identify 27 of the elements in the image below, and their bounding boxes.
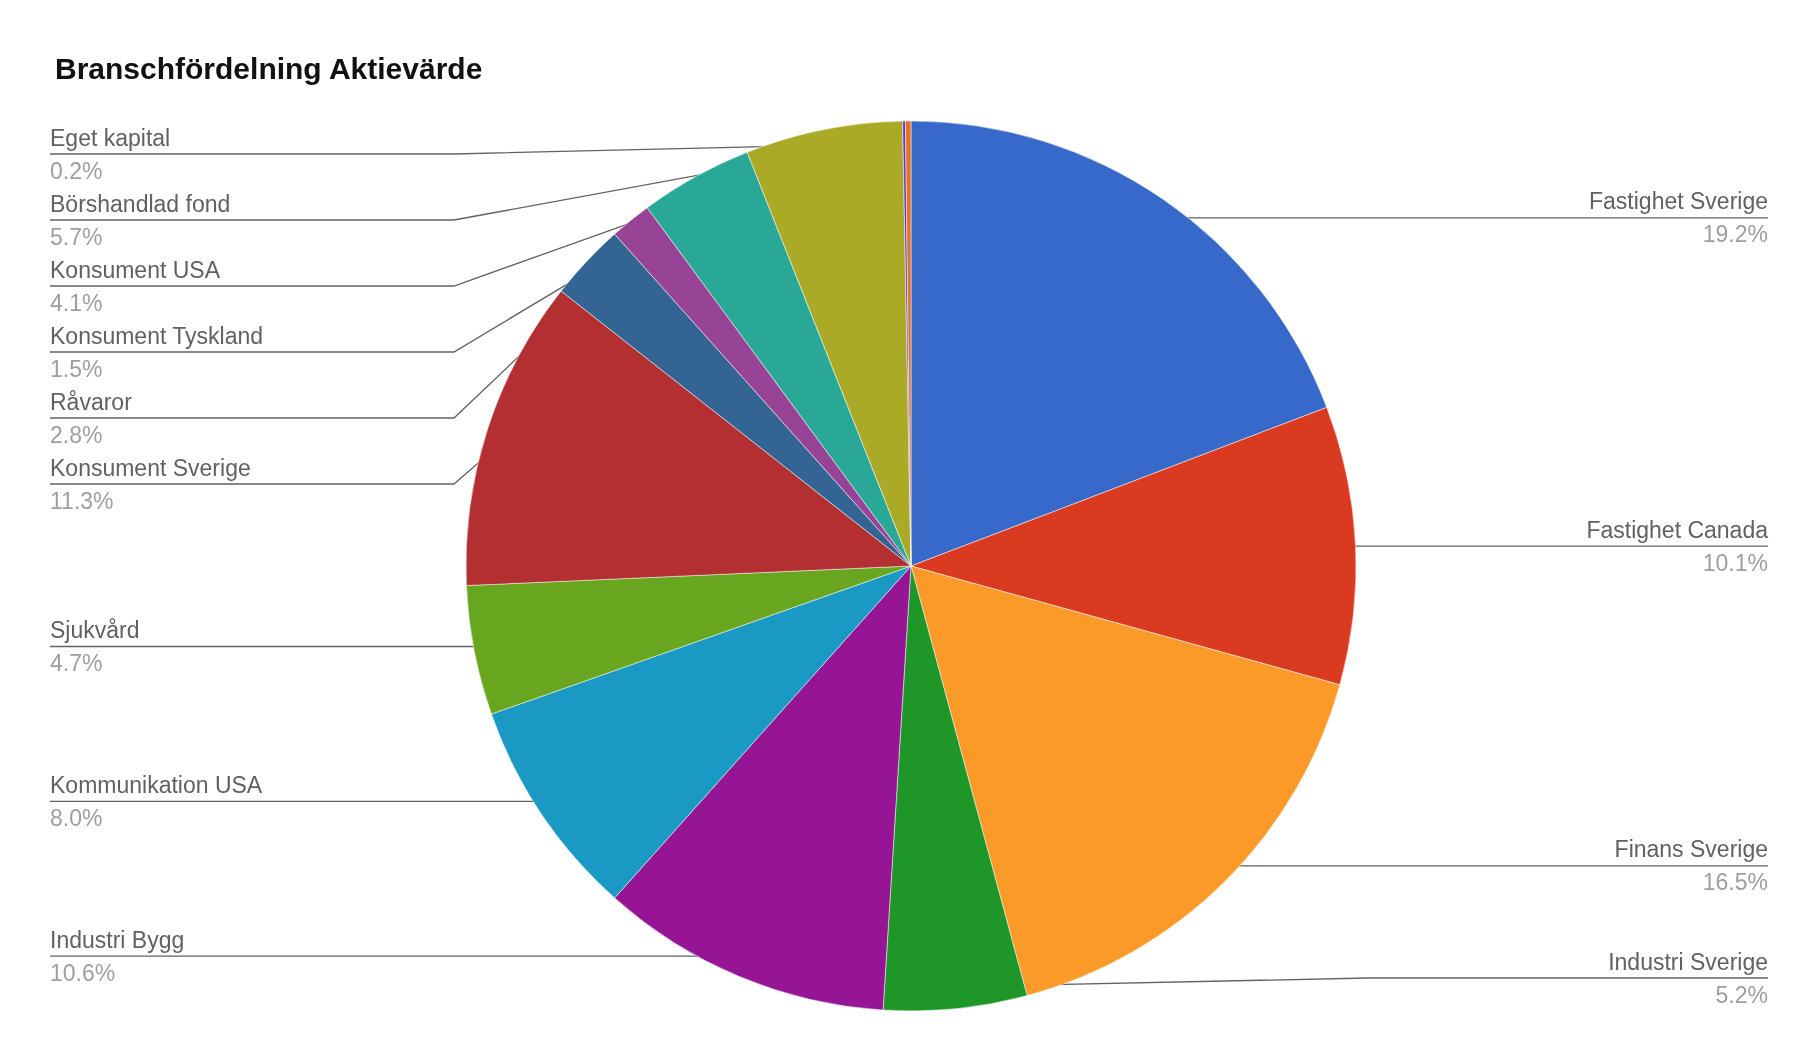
- slice-label: Fastighet Sverige: [1589, 188, 1768, 215]
- data-label: 5.2%: [1715, 981, 1768, 1008]
- data-label: 19.2%: [1702, 221, 1768, 248]
- chart-title: Branschfördelning Aktievärde: [55, 51, 483, 85]
- slice-label: Finans Sverige: [1614, 836, 1768, 863]
- slice-label: Råvaror: [50, 388, 133, 415]
- data-label: 1.5%: [50, 355, 103, 382]
- data-label: 10.1%: [1702, 549, 1768, 576]
- slice-label: Industri Sverige: [1608, 948, 1768, 975]
- data-label: 16.5%: [1702, 869, 1768, 896]
- data-label: 0.2%: [50, 157, 103, 184]
- slice-label: Konsument Sverige: [50, 454, 251, 481]
- slice-label: Kommunikation USA: [50, 771, 263, 798]
- data-label: 8.0%: [50, 804, 103, 831]
- data-label: 2.8%: [50, 421, 103, 448]
- slice-label: Börshandlad fond: [50, 190, 231, 217]
- data-label: 10.6%: [50, 959, 116, 986]
- data-label: 5.7%: [50, 223, 103, 250]
- data-label: 4.1%: [50, 289, 103, 316]
- slice-label: Industri Bygg: [50, 926, 185, 953]
- data-label: 4.7%: [50, 650, 103, 677]
- slice-label: Sjukvård: [50, 617, 140, 644]
- data-label: 11.3%: [50, 487, 114, 514]
- slice-label: Konsument USA: [50, 256, 221, 283]
- slice-label: Eget kapital: [50, 124, 171, 151]
- slice-label: Fastighet Canada: [1586, 516, 1769, 543]
- slice-label: Konsument Tyskland: [50, 322, 264, 349]
